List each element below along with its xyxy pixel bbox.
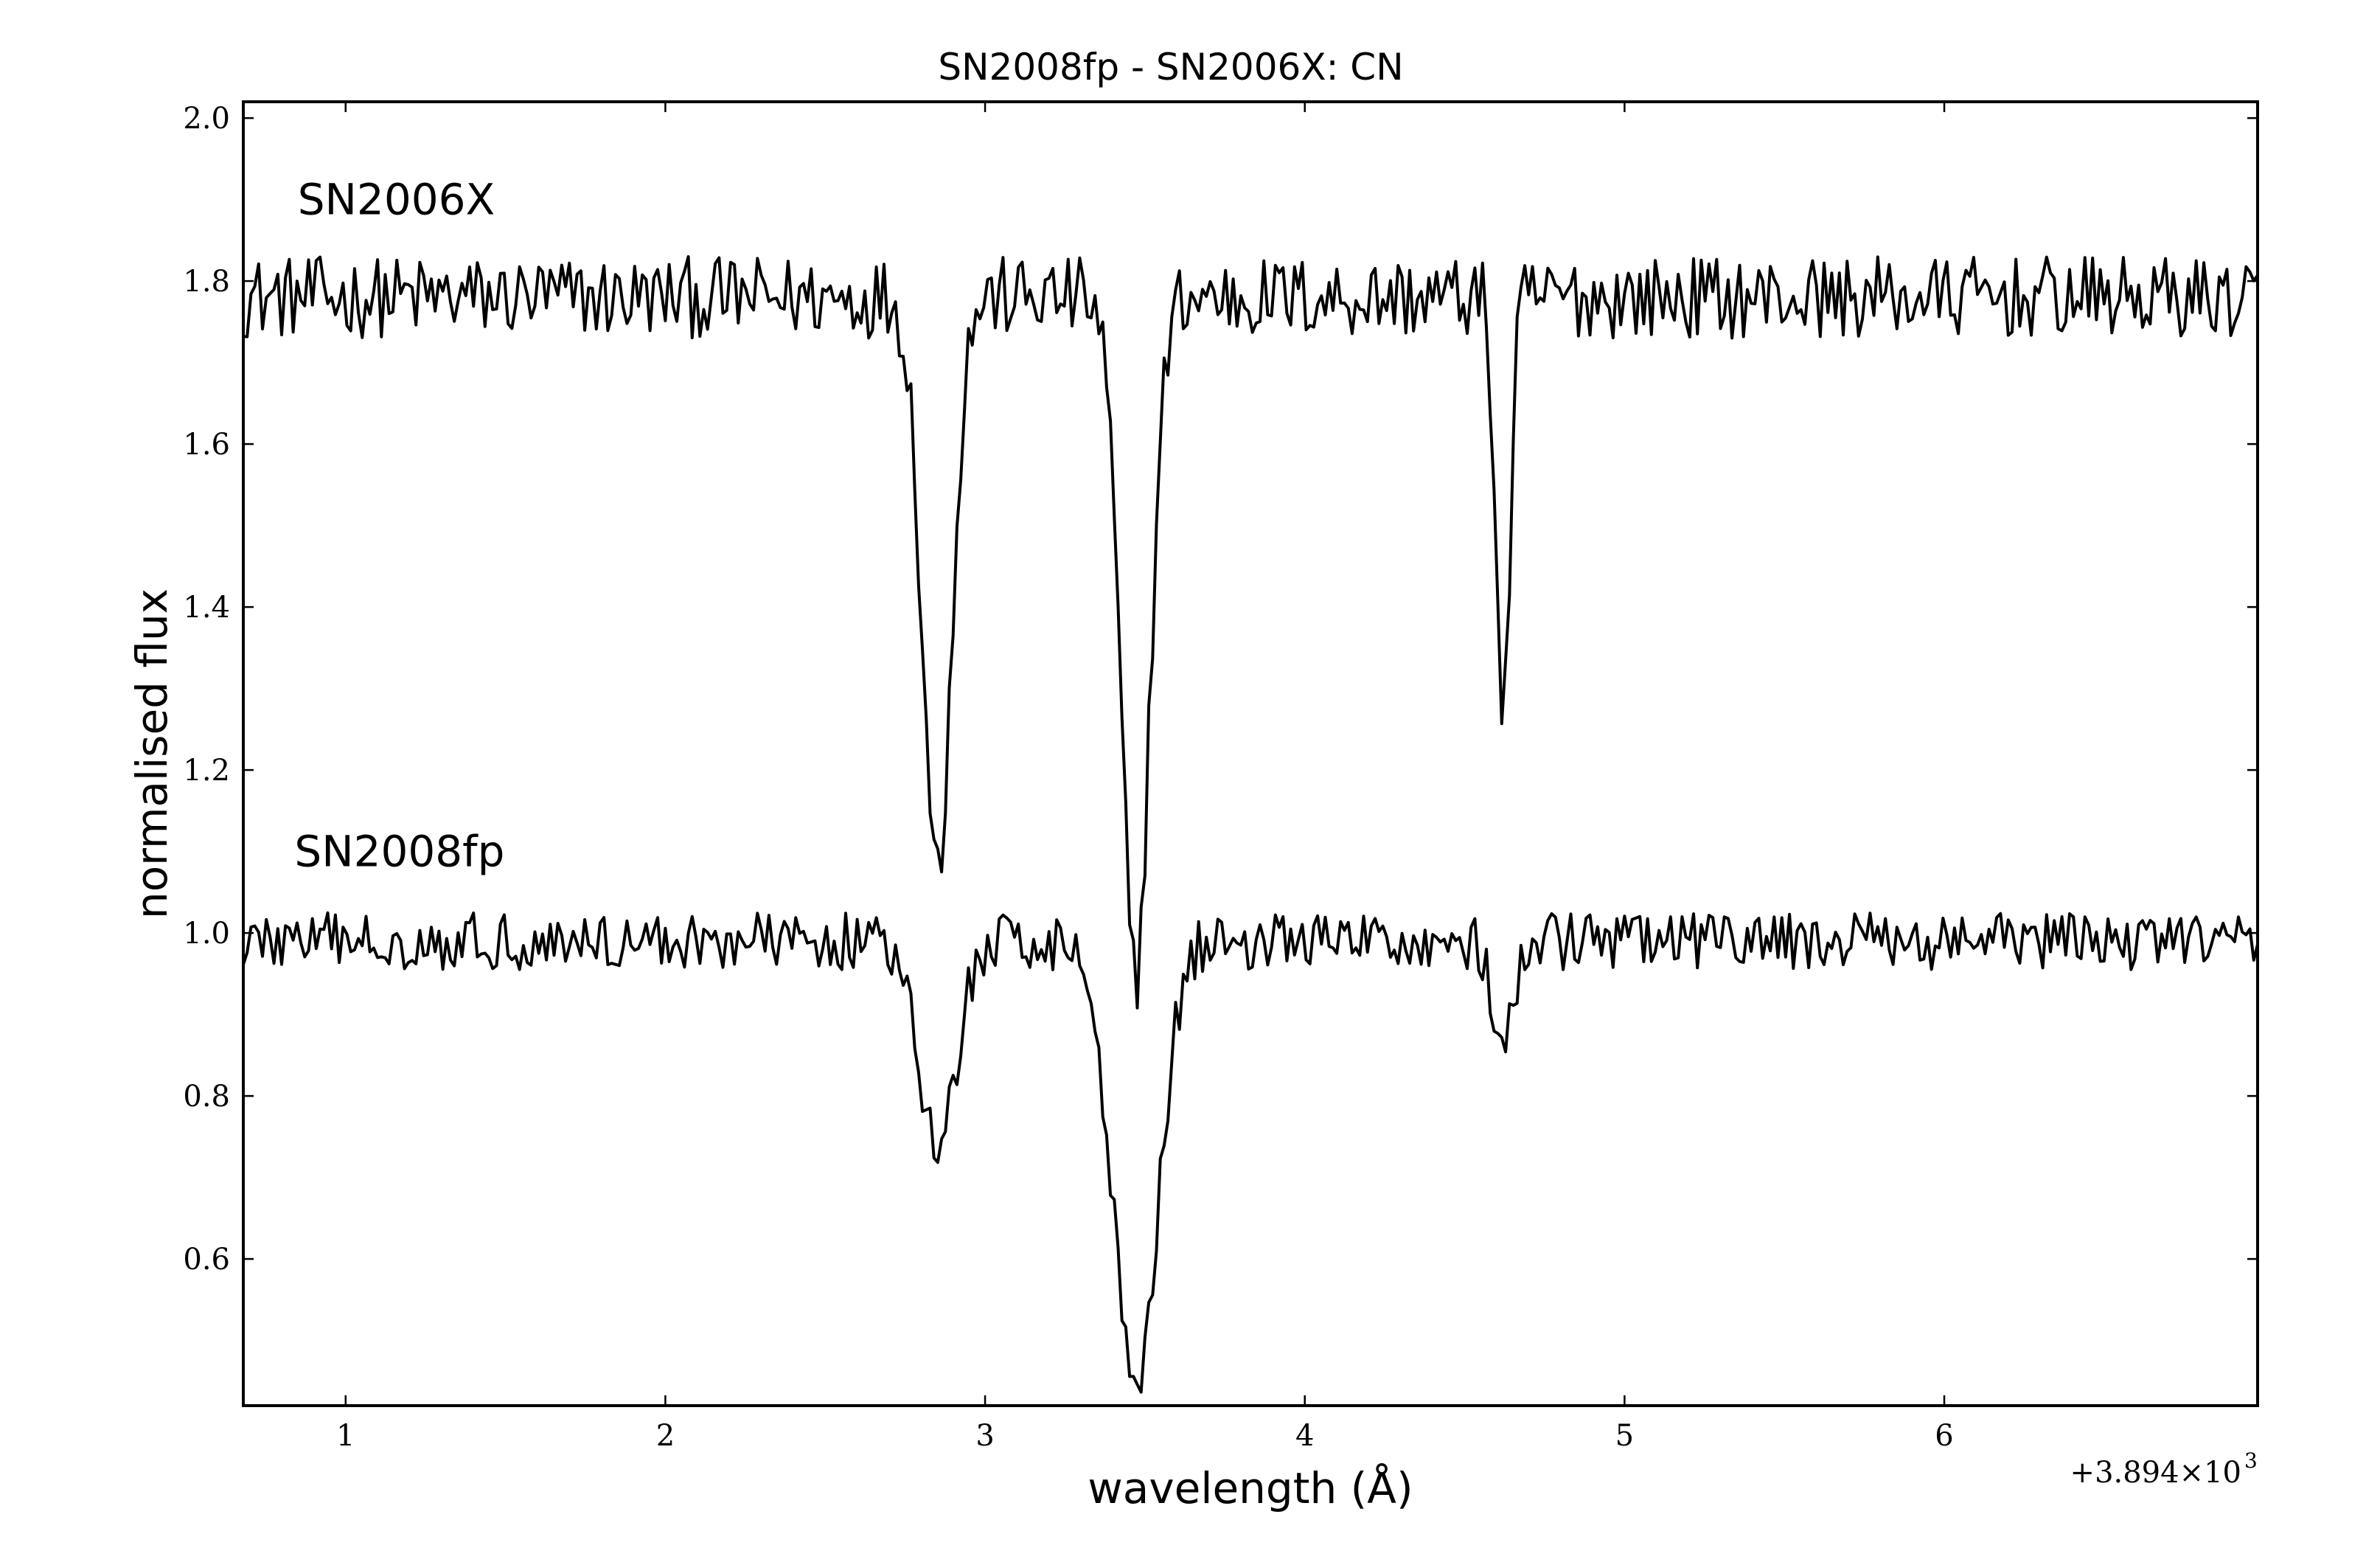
y-tick-label: 1.4 [183, 591, 230, 625]
x-tick-label: 2 [656, 1419, 675, 1453]
y-axis-label: normalised flux [127, 589, 177, 919]
y-tick-label: 0.8 [183, 1080, 230, 1114]
chart-title: SN2008fp - SN2006X: CN [938, 46, 1403, 88]
x-offset-exponent: 3 [2244, 1448, 2258, 1473]
y-tick-label: 1.2 [183, 754, 230, 788]
x-offset-label: +3.894×10 [2070, 1456, 2241, 1490]
series-lines [242, 255, 2259, 1394]
axis-tick-labels: 1 2 3 4 5 6 0.6 0.8 1.0 1.2 1.4 1.6 1.8 2.0 [183, 102, 1953, 1453]
series-annotation-1: SN2006X [298, 175, 495, 225]
y-tick-label: 1.6 [183, 428, 230, 462]
x-tick-label: 1 [336, 1419, 355, 1453]
x-tick-label: 4 [1295, 1419, 1314, 1453]
series-annotations: SN2006X SN2008fp [294, 175, 504, 877]
series-line-2 [242, 911, 2259, 1394]
x-tick-label: 5 [1615, 1419, 1634, 1453]
x-tick-label: 6 [1935, 1419, 1953, 1453]
series-annotation-2: SN2008fp [294, 827, 504, 877]
x-tick-label: 3 [975, 1419, 994, 1453]
series-line-1 [243, 255, 2259, 1010]
axis-ticks [243, 102, 2258, 1406]
y-tick-label: 0.6 [183, 1243, 230, 1277]
y-tick-label: 1.8 [183, 265, 230, 299]
x-axis-label: wavelength (Å) [1088, 1462, 1413, 1513]
y-tick-label: 2.0 [183, 102, 230, 136]
plot-frame [242, 100, 2259, 1407]
y-tick-label: 1.0 [183, 917, 230, 951]
